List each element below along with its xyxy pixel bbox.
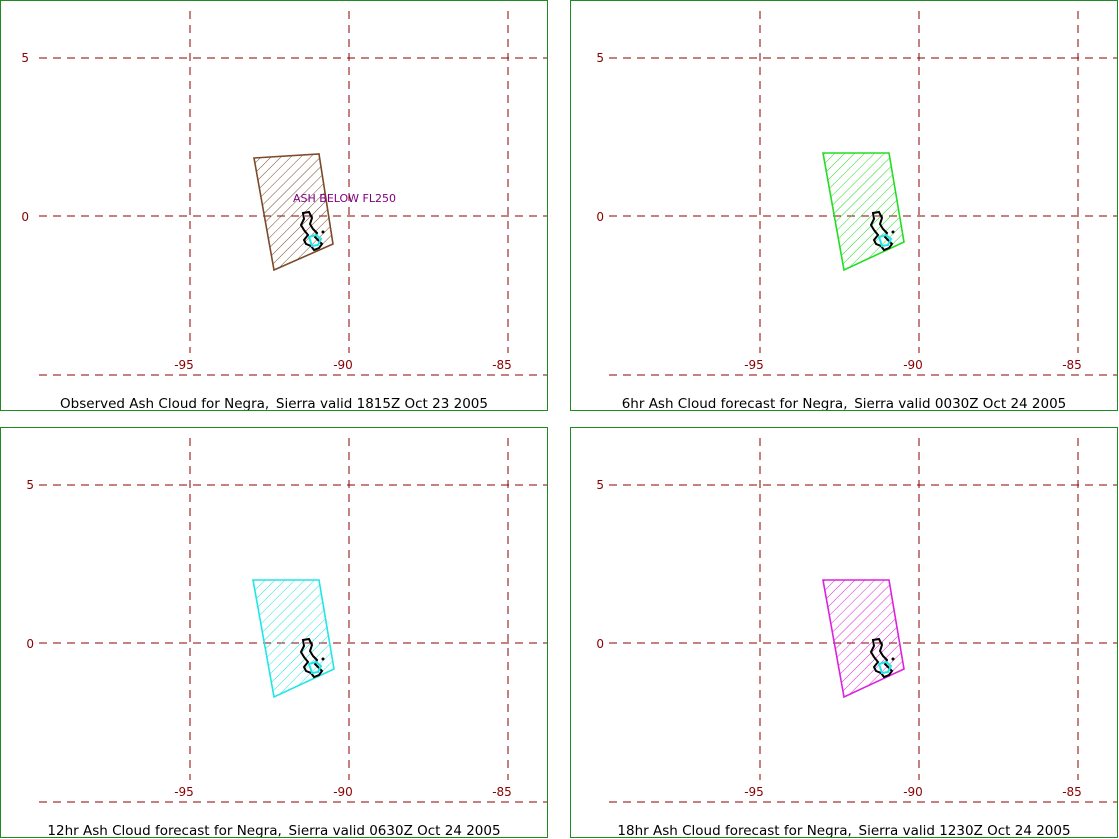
lat-tick-label-5: 5 [26,478,34,492]
lon-tick-label-95: -95 [744,785,764,799]
ash-map-18hr: 5 0 -95 -90 -85 18hr Ash Cloud forecast … [596,438,1117,837]
island-highlight-outline [877,660,893,675]
ash-annotation-label: ASH BELOW FL250 [293,192,396,205]
lat-tick-label-5: 5 [596,478,604,492]
isabela-island-outline [299,637,324,679]
lon-tick-label-95: -95 [744,358,764,372]
panel-caption: Observed Ash Cloud for Negra,_Sierra val… [60,396,488,410]
galapagos-islands [869,210,895,252]
ash-cloud-polygon [822,579,905,699]
lon-tick-label-95: -95 [174,358,194,372]
panel-12hr-forecast: 5 0 -95 -90 -85 12hr Ash Cloud forecast … [0,427,548,838]
ash-cloud-polygon [252,579,335,699]
small-island-dot [321,230,325,234]
isabela-island-outline [869,637,894,679]
lat-tick-label-0: 0 [21,210,29,224]
galapagos-islands [869,637,895,679]
lon-tick-label-85: -85 [1062,358,1082,372]
ash-map-6hr: 5 0 -95 -90 -85 6hr Ash Cloud forecast f… [596,11,1117,410]
panel-caption: 18hr Ash Cloud forecast for Negra,_Sierr… [617,823,1070,837]
small-island-dot [891,657,895,661]
ash-map-12hr: 5 0 -95 -90 -85 12hr Ash Cloud forecast … [26,438,547,837]
isabela-island-outline [869,210,894,252]
small-island-dot [891,230,895,234]
isabela-island-outline [299,210,324,252]
small-island-dot [321,657,325,661]
lat-tick-label-5: 5 [596,51,604,65]
lat-tick-label-5: 5 [21,51,29,65]
island-highlight-outline [877,233,893,248]
ash-cloud-polygon [253,153,334,272]
lon-tick-label-85: -85 [492,785,512,799]
panel-observed: 5 0 -95 -90 -85 ASH BELOW FL250 Observed… [0,0,548,411]
lat-tick-label-0: 0 [596,637,604,651]
lon-tick-label-90: -90 [333,358,353,372]
lon-tick-label-90: -90 [333,785,353,799]
lon-tick-label-95: -95 [174,785,194,799]
lon-tick-label-85: -85 [1062,785,1082,799]
lat-tick-label-0: 0 [596,210,604,224]
panel-6hr-forecast: 5 0 -95 -90 -85 6hr Ash Cloud forecast f… [570,0,1118,411]
ash-cloud-polygon [822,152,905,272]
panel-caption: 12hr Ash Cloud forecast for Negra,_Sierr… [47,823,500,837]
galapagos-islands [299,210,325,252]
island-highlight-outline [307,233,323,248]
lon-tick-label-85: -85 [492,358,512,372]
ash-map-observed: 5 0 -95 -90 -85 ASH BELOW FL250 Observed… [21,11,547,410]
island-highlight-outline [307,660,323,675]
lon-tick-label-90: -90 [903,358,923,372]
panel-18hr-forecast: 5 0 -95 -90 -85 18hr Ash Cloud forecast … [570,427,1118,838]
galapagos-islands [299,637,325,679]
panel-caption: 6hr Ash Cloud forecast for Negra,_Sierra… [622,396,1067,410]
lon-tick-label-90: -90 [903,785,923,799]
lat-tick-label-0: 0 [26,637,34,651]
